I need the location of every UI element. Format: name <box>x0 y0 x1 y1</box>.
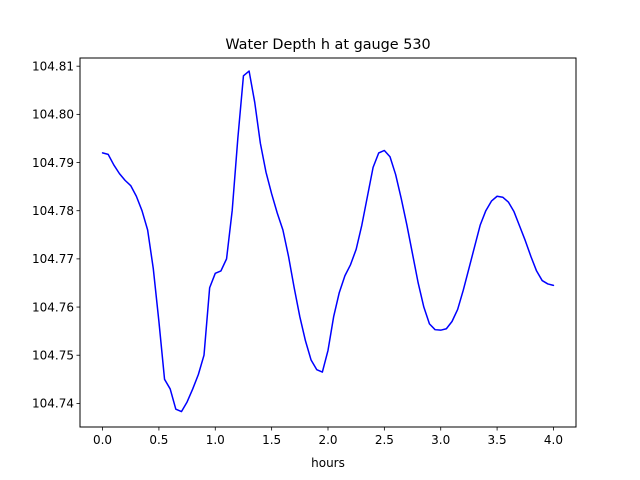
x-tick-label: 4.0 <box>544 433 563 447</box>
y-tick-label: 104.81 <box>32 59 74 73</box>
x-tick-label: 0.0 <box>93 433 112 447</box>
x-tick-label: 1.5 <box>262 433 281 447</box>
y-tick-label: 104.76 <box>32 300 74 314</box>
x-tick-label: 3.0 <box>431 433 450 447</box>
x-axis-label: hours <box>311 456 345 470</box>
y-tick-label: 104.77 <box>32 252 74 266</box>
y-tick-label: 104.79 <box>32 156 74 170</box>
x-tick-label: 3.5 <box>488 433 507 447</box>
x-tick-label: 0.5 <box>149 433 168 447</box>
x-axis: 0.0 0.5 1.0 1.5 2.0 2.5 3.0 3.5 4.0 <box>93 427 563 447</box>
chart-title: Water Depth h at gauge 530 <box>225 37 430 53</box>
y-tick-label: 104.78 <box>32 204 74 218</box>
y-tick-label: 104.80 <box>32 108 74 122</box>
y-tick-label: 104.75 <box>32 349 74 363</box>
y-axis: 104.74 104.75 104.76 104.77 104.78 104.79 104.… <box>32 59 80 411</box>
y-tick-label: 104.74 <box>32 397 74 411</box>
x-tick-label: 2.5 <box>375 433 394 447</box>
plot-area <box>101 70 555 413</box>
series-line-0 <box>101 70 555 413</box>
x-tick-label: 1.0 <box>206 433 225 447</box>
x-tick-label: 2.0 <box>318 433 337 447</box>
plot-frame <box>79 57 577 428</box>
